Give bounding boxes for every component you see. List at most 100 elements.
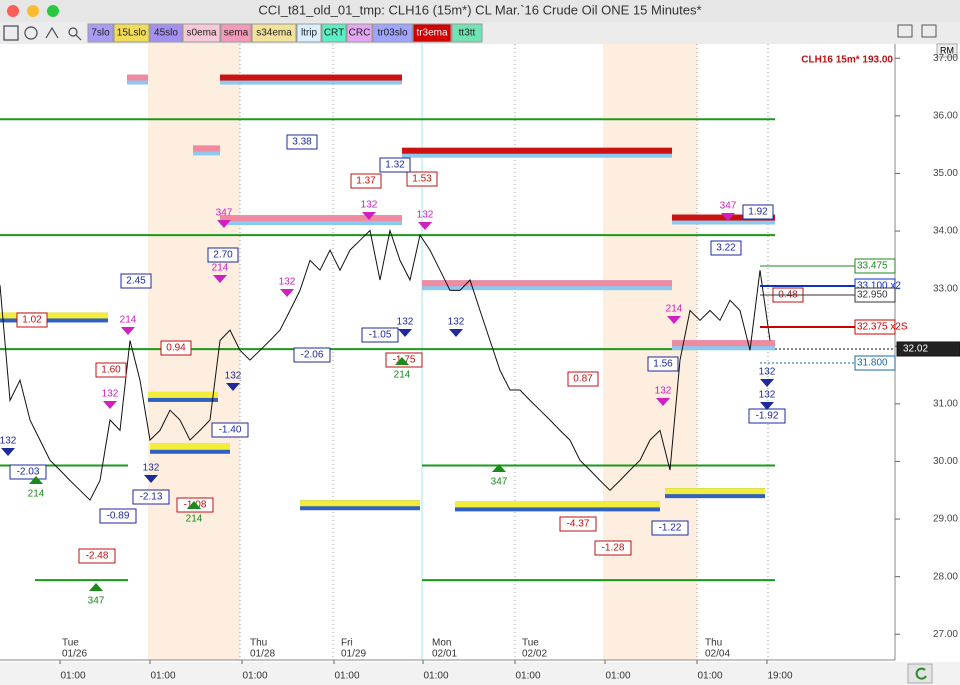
toolbar-button-label: CRT (324, 28, 344, 39)
day-label: Tue (522, 638, 539, 649)
zoom-button[interactable] (47, 5, 59, 17)
day-label: Thu (250, 638, 267, 649)
tool-icon[interactable] (45, 26, 59, 39)
annotation-box (132, 489, 170, 505)
window-icon[interactable] (921, 24, 937, 38)
signal-marker (280, 289, 294, 297)
toolbar-button[interactable] (296, 23, 322, 43)
toolbar-button-label: CRC (349, 28, 371, 39)
tool-icon[interactable] (75, 34, 82, 41)
annotation: 2.45 (126, 276, 146, 287)
annotation-box (567, 371, 599, 387)
x-tick-label: 01:00 (242, 671, 267, 682)
annotation-box (78, 548, 116, 564)
annotation-box (594, 540, 632, 556)
annotation: -2.48 (86, 551, 109, 562)
signal-marker (398, 329, 412, 337)
signal-marker (492, 464, 506, 472)
rm-button[interactable] (936, 43, 958, 58)
signal-marker (121, 327, 135, 335)
annotation: 0.87 (573, 374, 593, 385)
y-tick-label: 36.00 (933, 110, 958, 121)
signal-marker (226, 383, 240, 391)
y-tick-label: 29.00 (933, 514, 958, 525)
tool-icon[interactable] (68, 27, 78, 37)
band (193, 145, 220, 152)
day-separators (239, 44, 769, 660)
annotation: -4.37 (567, 519, 590, 530)
toolbar-button[interactable] (321, 23, 347, 43)
x-tick-label: 19:00 (767, 671, 792, 682)
window-title: CCI_t81_old_01_tmp: CLH16 (15m*) CL Mar.… (258, 2, 701, 17)
x-tick-label: 01:00 (697, 671, 722, 682)
refresh-button[interactable] (907, 663, 933, 684)
signal-label: 214 (212, 263, 229, 274)
band (300, 500, 420, 507)
x-tick-label: 01:00 (150, 671, 175, 682)
date-label: 01/29 (341, 649, 366, 660)
signal-label: 132 (397, 317, 414, 328)
signal-label: 347 (88, 596, 105, 607)
symbol-label: CLH16 15m* 193.00 (801, 55, 893, 66)
toolbar-buttons: 7slo 15Lslo 45slo s0ema sema s34ema ltrip CRT CR… (87, 23, 483, 43)
annotation-box (350, 173, 382, 189)
signal-label: 132 (143, 463, 160, 474)
signal-marker (721, 213, 735, 221)
toolbar-button-label: tr03slo (377, 28, 407, 39)
signal-marker (667, 316, 681, 324)
price-label: 31.800 (857, 358, 888, 369)
signal-label: 132 (279, 277, 296, 288)
toolbar-button[interactable] (372, 23, 413, 43)
price-label-box (896, 341, 960, 357)
annotation-box (379, 157, 411, 173)
annotation-box (286, 134, 318, 150)
band (672, 340, 775, 347)
signal-label: 214 (186, 514, 203, 525)
annotation-box (211, 422, 249, 438)
price-label: 32.02 (903, 344, 928, 355)
x-tick-label: 01:00 (515, 671, 540, 682)
band (220, 74, 402, 81)
annotation: 1.02 (22, 315, 42, 326)
minimize-button[interactable] (27, 5, 39, 17)
toolbar-button[interactable] (220, 23, 252, 43)
signal-label: 132 (102, 389, 119, 400)
annotation: 1.92 (748, 207, 768, 218)
toolbar-button[interactable] (451, 23, 483, 43)
signal-marker (144, 475, 158, 483)
toolbar-button[interactable] (251, 23, 297, 43)
toolbar-button-label: tt3tt (459, 28, 476, 39)
close-button[interactable] (7, 5, 19, 17)
signal-marker (760, 402, 774, 410)
annotation: -2.03 (17, 467, 40, 478)
toolbar-button-label: 7slo (91, 28, 110, 39)
x-tick-label: 01:00 (423, 671, 448, 682)
toolbar-button[interactable] (87, 23, 114, 43)
toolbar-button[interactable] (113, 23, 150, 43)
signal-marker (1, 448, 15, 456)
signal-label: 132 (225, 371, 242, 382)
y-tick-label: 35.00 (933, 168, 958, 179)
annotation-box (361, 327, 399, 343)
annotation: -1.22 (659, 523, 682, 534)
tool-icon[interactable] (3, 25, 19, 41)
signal-label: 214 (28, 489, 45, 500)
day-label: Fri (341, 638, 353, 649)
toolbar-button-label: 45slo (154, 28, 178, 39)
x-tick-label: 01:00 (334, 671, 359, 682)
signal-marker (760, 379, 774, 387)
window-icon[interactable] (897, 24, 913, 38)
toolbar-button[interactable] (412, 23, 452, 43)
price-label: 33.475 (857, 261, 888, 272)
x-tick-label: 01:00 (60, 671, 85, 682)
session-band (603, 44, 697, 660)
toolbar-button[interactable] (149, 23, 183, 43)
toolbar-button[interactable] (346, 23, 373, 43)
annotation-box (406, 171, 438, 187)
signal-marker (103, 401, 117, 409)
tool-icon[interactable] (24, 26, 38, 40)
band (148, 391, 218, 398)
annotation: -2.13 (140, 492, 163, 503)
toolbar-button[interactable] (182, 23, 221, 43)
band (220, 215, 402, 222)
